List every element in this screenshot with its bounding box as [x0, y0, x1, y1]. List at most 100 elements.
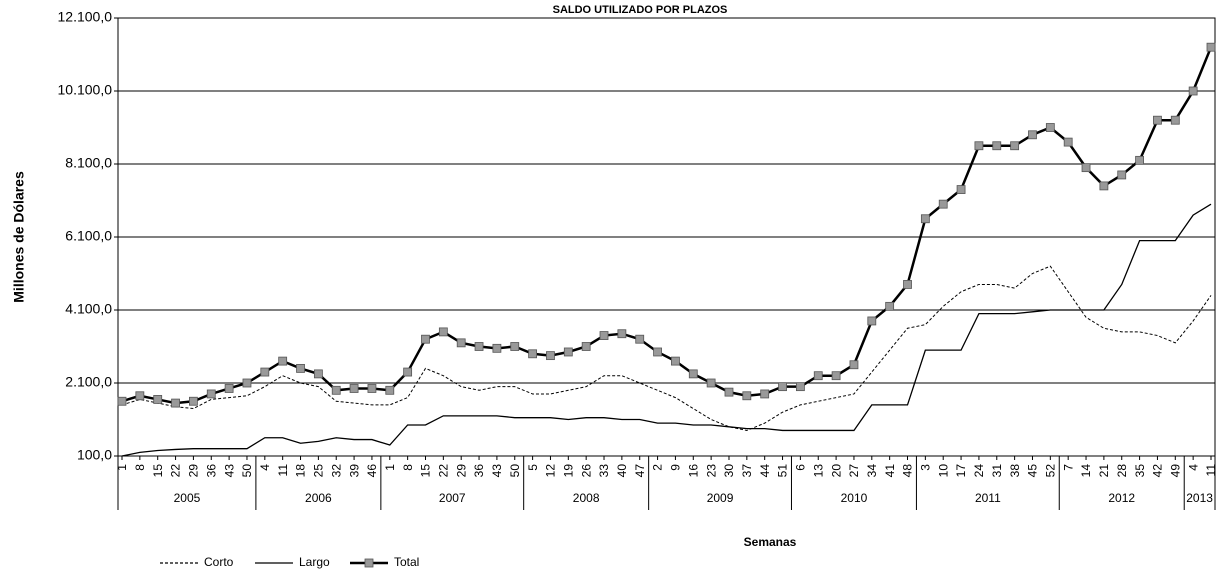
x-tick-label: 23: [704, 464, 718, 478]
legend-label: Corto: [204, 555, 234, 569]
x-tick-label: 47: [633, 464, 647, 478]
series-marker: [724, 387, 734, 397]
x-tick-label: 24: [972, 464, 986, 478]
x-tick-label: 29: [187, 464, 201, 478]
x-tick-label: 33: [597, 464, 611, 478]
series-marker: [599, 331, 609, 340]
series-line: [121, 265, 1212, 431]
legend-label: Total: [394, 555, 419, 569]
series-marker: [1010, 141, 1020, 151]
x-tick-label: 27: [847, 464, 861, 478]
x-tick-label: 4: [258, 464, 272, 471]
series-marker: [117, 396, 127, 406]
y-tick-label: 4.100,0: [65, 301, 112, 317]
x-tick-label: 29: [454, 464, 468, 478]
x-tick-label: 44: [758, 464, 772, 478]
series-marker: [260, 367, 270, 377]
series-marker: [1206, 42, 1216, 52]
x-tick-label: 21: [1097, 464, 1111, 478]
x-tick-label: 7: [1061, 464, 1075, 471]
series-marker: [242, 378, 252, 388]
y-tick-label: 2.100,0: [65, 374, 112, 390]
legend-marker: [364, 558, 374, 568]
series-marker: [1028, 130, 1037, 140]
series-marker: [510, 342, 520, 351]
x-tick-label: 5: [526, 464, 540, 471]
series-marker: [653, 347, 662, 357]
series-marker: [956, 185, 966, 194]
chart-title: SALDO UTILIZADO POR PLAZOS: [553, 4, 728, 16]
series-marker: [349, 384, 359, 393]
series-marker: [795, 382, 805, 392]
x-tick-label: 20: [829, 464, 843, 478]
y-tick-label: 6.100,0: [65, 228, 112, 244]
x-tick-label: 36: [472, 464, 486, 478]
series-marker: [813, 371, 823, 381]
x-tick-label: 50: [508, 464, 522, 478]
series-marker: [1099, 181, 1109, 191]
x-tick-label: 8: [133, 464, 147, 471]
series-marker: [688, 369, 698, 379]
x-tick-label: 38: [1008, 464, 1022, 478]
series-marker: [492, 343, 502, 353]
x-tick-label: 45: [1026, 464, 1040, 478]
group-label: 2006: [305, 491, 332, 505]
x-tick-label: 17: [954, 464, 968, 478]
series-marker: [885, 301, 895, 311]
group-label: 2011: [975, 491, 1001, 505]
x-tick-label: 6: [794, 464, 808, 471]
series-marker: [171, 398, 180, 408]
series-marker: [1188, 86, 1198, 96]
x-tick-label: 31: [990, 464, 1004, 478]
series-marker: [456, 338, 466, 348]
series-marker: [635, 334, 645, 344]
x-tick-label: 15: [419, 464, 433, 478]
x-tick-label: 9: [669, 464, 683, 471]
series-marker: [278, 356, 288, 366]
plot-frame: [117, 17, 1216, 457]
group-label: 2012: [1108, 491, 1135, 505]
x-tick-label: 34: [865, 464, 879, 478]
x-tick-label: 11: [276, 464, 290, 477]
x-tick-label: 22: [437, 464, 451, 478]
series-marker: [224, 384, 234, 393]
series-marker: [1045, 123, 1055, 132]
series-marker: [206, 389, 216, 399]
x-tick-label: 46: [365, 464, 379, 478]
series-marker: [706, 378, 716, 388]
x-tick-label: 51: [776, 464, 790, 478]
x-tick-label: 4: [1186, 464, 1200, 471]
series-marker: [581, 342, 591, 351]
y-axis-title: Millones de Dólares: [11, 171, 27, 303]
series-marker: [403, 367, 413, 377]
x-tick-label: 26: [579, 464, 593, 478]
x-tick-label: 42: [1151, 464, 1165, 478]
x-tick-label: 1: [115, 464, 129, 471]
series-marker: [546, 351, 555, 361]
x-tick-label: 15: [151, 464, 165, 478]
group-label: 2005: [174, 491, 201, 505]
x-tick-label: 48: [901, 464, 915, 478]
x-tick-label: 40: [615, 464, 629, 478]
x-tick-label: 8: [401, 464, 415, 471]
series-marker: [938, 199, 948, 209]
x-tick-label: 52: [1043, 464, 1057, 478]
series-marker: [438, 327, 448, 337]
legend-label: Largo: [299, 555, 330, 569]
x-tick-label: 43: [490, 464, 504, 478]
series-marker: [778, 382, 787, 392]
x-tick-label: 3: [919, 464, 933, 471]
series-marker: [474, 342, 484, 351]
series-marker: [903, 280, 912, 289]
x-tick-label: 16: [686, 464, 700, 478]
series-marker: [671, 356, 680, 366]
series-marker: [153, 395, 163, 404]
group-label: 2008: [573, 491, 600, 505]
series-marker: [367, 384, 377, 393]
series-marker: [313, 369, 323, 379]
x-tick-label: 39: [347, 464, 361, 478]
y-tick-label: 8.100,0: [65, 155, 112, 171]
series-marker: [563, 347, 573, 357]
